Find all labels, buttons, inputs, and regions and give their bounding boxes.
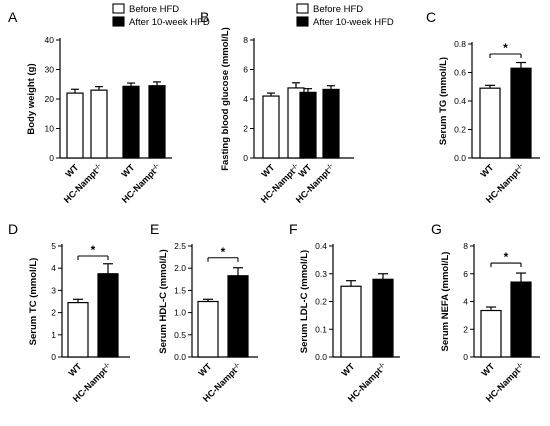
legend-swatch-before-a <box>112 3 125 14</box>
y-tick-label-a-4: 40 <box>45 35 55 45</box>
y-tick-label-g-4: 8 <box>463 241 468 251</box>
y-tick-label-a-0: 0 <box>49 153 54 163</box>
y-tick-label-f-2: 0.2 <box>315 297 327 307</box>
panel-letter-f: F <box>289 221 298 237</box>
y-tick-label-d-0: 0 <box>51 352 56 362</box>
bar-a-s1-c0 <box>122 85 140 159</box>
legend-label-before-a: Before HFD <box>129 4 179 15</box>
y-tick-label-d-3: 3 <box>51 285 56 295</box>
legend-swatch-after-a <box>112 16 125 27</box>
legend-b: Before HFD After 10-week HFD <box>296 3 394 28</box>
y-tick-label-b-3: 6 <box>243 65 248 75</box>
y-tick-label-e-5: 2.5 <box>174 241 186 251</box>
bar-d-0 <box>67 302 89 358</box>
bar-f-0 <box>340 285 362 358</box>
panel-letter-c: C <box>426 9 436 25</box>
y-tick-label-c-4: 0.8 <box>454 39 466 49</box>
y-tick-label-b-4: 8 <box>243 35 248 45</box>
bar-b-s1-c0 <box>299 91 317 159</box>
y-tick-label-g-1: 2 <box>463 324 468 334</box>
bar-a-s0-c0 <box>66 92 84 159</box>
y-tick-label-d-4: 4 <box>51 263 56 273</box>
y-tick-label-e-4: 2.0 <box>174 263 186 273</box>
bar-c-1 <box>510 67 532 159</box>
panel-letter-b: B <box>200 9 209 25</box>
y-tick-label-b-0: 0 <box>243 153 248 163</box>
y-tick-label-d-1: 1 <box>51 330 56 340</box>
legend-swatch-after-b <box>296 16 309 27</box>
y-tick-label-b-1: 2 <box>243 124 248 134</box>
y-tick-label-e-1: 0.5 <box>174 330 186 340</box>
bar-a-s1-c1 <box>148 85 166 159</box>
legend-swatch-before-b <box>296 3 309 14</box>
y-tick-label-g-0: 0 <box>463 352 468 362</box>
category-label-d-0: WT <box>66 361 83 378</box>
y-tick-label-c-2: 0.4 <box>454 96 466 106</box>
category-label-e-0: WT <box>196 361 213 378</box>
y-axis-label-e: Serum HDL-C (mmol/L) <box>158 249 169 354</box>
y-axis-label-a: Body weight (g) <box>26 63 37 134</box>
y-tick-label-g-2: 4 <box>463 297 468 307</box>
significance-star-d: * <box>91 243 96 257</box>
category-label-f-0: WT <box>339 361 356 378</box>
bar-d-1 <box>97 273 119 358</box>
y-tick-label-c-3: 0.6 <box>454 68 466 78</box>
category-label-g-0: WT <box>479 361 496 378</box>
panel-letter-g: G <box>431 221 442 237</box>
y-tick-label-f-1: 0.1 <box>315 324 327 334</box>
y-tick-label-c-0: 0.0 <box>454 153 466 163</box>
panel-e: 0.0 0.5 1.0 1.5 2.0 2.5 Serum HDL-C (mmol/L) E W… <box>150 221 258 404</box>
bar-g-1 <box>510 281 532 358</box>
y-tick-label-e-2: 1.0 <box>174 308 186 318</box>
panel-letter-e: E <box>150 221 159 237</box>
y-tick-label-a-3: 30 <box>45 65 55 75</box>
y-tick-label-f-0: 0.0 <box>315 352 327 362</box>
significance-star-g: * <box>504 250 509 264</box>
bar-g-0 <box>480 309 502 358</box>
panel-letter-d: D <box>8 221 18 237</box>
y-tick-label-b-2: 4 <box>243 94 248 104</box>
category-label-c-0: WT <box>478 162 495 179</box>
legend-label-after-a: After 10-week HFD <box>129 17 210 28</box>
y-tick-label-f-4: 0.4 <box>315 241 327 251</box>
significance-star-c: * <box>503 41 508 55</box>
panel-letter-a: A <box>8 9 18 25</box>
y-tick-label-g-3: 6 <box>463 269 468 279</box>
category-label-a-g1-0: WT <box>119 162 136 179</box>
bar-f-1 <box>372 278 394 358</box>
legend-label-after-b: After 10-week HFD <box>313 17 394 28</box>
legend-a: Before HFD After 10-week HFD <box>112 3 210 28</box>
y-tick-label-d-2: 2 <box>51 308 56 318</box>
y-axis-label-b: Fasting blood glucose (mmol/L) <box>220 27 231 171</box>
bar-e-1 <box>227 275 249 358</box>
y-tick-label-f-3: 0.3 <box>315 269 327 279</box>
legend-label-before-b: Before HFD <box>313 4 363 15</box>
y-tick-label-a-2: 20 <box>45 94 55 104</box>
y-tick-label-e-0: 0.0 <box>174 352 186 362</box>
bar-a-s0-c1 <box>90 89 108 159</box>
bar-e-0 <box>197 300 219 358</box>
y-axis-label-f: Serum LDL-C (mmol/L) <box>299 250 310 353</box>
y-tick-label-e-3: 1.5 <box>174 285 186 295</box>
bar-b-s1-c1 <box>322 88 340 159</box>
y-tick-label-d-5: 5 <box>51 241 56 251</box>
significance-star-e: * <box>221 245 226 259</box>
bar-c-0 <box>479 87 501 159</box>
bar-b-s0-c0 <box>262 95 280 159</box>
category-label-b-g0-0: WT <box>259 162 276 179</box>
y-tick-label-a-1: 10 <box>45 124 55 134</box>
y-axis-label-d: Serum TC (mmol/L) <box>28 258 39 346</box>
y-axis-label-c: Serum TG (mmol/L) <box>438 57 449 145</box>
category-label-a-g0-0: WT <box>63 162 80 179</box>
y-tick-label-c-1: 0.2 <box>454 125 466 135</box>
y-axis-label-g: Serum NEFA (mmol/L) <box>440 252 451 352</box>
category-label-b-g1-0: WT <box>296 162 313 179</box>
